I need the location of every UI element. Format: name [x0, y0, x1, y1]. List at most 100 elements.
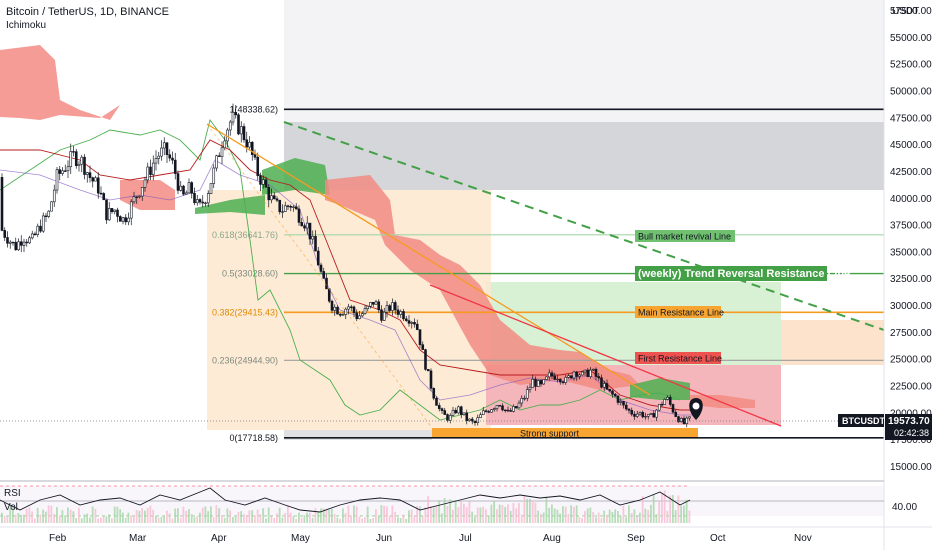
- volume-bar: [262, 508, 265, 523]
- volume-bar: [369, 518, 372, 523]
- price-tick-label: 40000.00: [890, 194, 932, 205]
- candle-body: [74, 151, 78, 166]
- volume-bar: [89, 517, 91, 523]
- volume-bar: [628, 505, 630, 523]
- volume-bar: [190, 514, 193, 523]
- volume-bar: [314, 508, 317, 523]
- volume-bar: [39, 514, 42, 523]
- candle-body: [616, 395, 620, 403]
- candle-body: [602, 383, 606, 388]
- volume-bar: [545, 496, 548, 523]
- volume-bar: [597, 512, 600, 523]
- volume-bar: [454, 499, 457, 523]
- candle-body: [377, 301, 381, 311]
- volume-bar: [14, 514, 17, 523]
- candle-body: [6, 237, 9, 244]
- candle-body: [668, 397, 672, 405]
- candle-body: [204, 202, 207, 204]
- candle-body: [652, 413, 656, 418]
- volume-bar: [559, 513, 562, 523]
- volume-bar: [507, 504, 509, 523]
- price-tick-label: 35000.00: [890, 247, 932, 258]
- candle-body: [646, 414, 650, 417]
- bull-market-label: Bull market revival Line: [638, 232, 731, 242]
- volume-bar: [375, 509, 377, 523]
- candle-body: [374, 301, 378, 305]
- candle-body: [261, 179, 265, 185]
- candle-body: [19, 241, 23, 246]
- candle-body: [366, 305, 370, 310]
- candle-body: [462, 412, 466, 415]
- candle-body: [487, 411, 491, 413]
- kumo-red-3: [325, 175, 560, 385]
- volume-bar: [452, 509, 454, 523]
- volume-bar: [523, 496, 526, 523]
- volume-bar: [372, 517, 375, 523]
- candle-body: [468, 418, 471, 421]
- volume-bar: [413, 515, 416, 523]
- volume-bar: [234, 516, 237, 523]
- volume-bar: [182, 506, 185, 523]
- candle-body: [476, 417, 480, 424]
- volume-bar: [3, 516, 6, 523]
- volume-bar: [479, 507, 482, 523]
- volume-bar: [575, 505, 578, 523]
- volume-bar: [157, 517, 160, 523]
- candle-body: [314, 236, 317, 252]
- support-zone-grey: [284, 430, 432, 440]
- volume-bar: [270, 516, 273, 523]
- volume-bar: [69, 509, 72, 523]
- volume-bar: [537, 510, 540, 523]
- volume-bar: [669, 495, 672, 523]
- candle-body: [245, 139, 249, 148]
- volume-bar: [512, 503, 515, 523]
- candle-body: [426, 369, 430, 372]
- candle-body: [33, 233, 37, 236]
- volume-bar: [97, 518, 100, 523]
- candle-body: [198, 199, 202, 203]
- candle-body: [501, 405, 504, 411]
- candle-body: [635, 413, 639, 417]
- volume-bar: [361, 518, 364, 523]
- volume-bar: [201, 507, 204, 523]
- candle-body: [272, 195, 276, 200]
- volume-bar: [468, 501, 471, 523]
- candle-body: [151, 162, 155, 175]
- orange-downtrend-line: [206, 123, 651, 396]
- volume-bar: [160, 516, 163, 523]
- time-axis[interactable]: Feb Mar Apr May Jun Jul Aug Sep Oct Nov: [0, 526, 932, 544]
- volume-bar: [276, 513, 278, 523]
- volume-bar: [141, 508, 144, 523]
- indicator-label[interactable]: Ichimoku: [6, 20, 47, 31]
- candle-body: [116, 209, 119, 217]
- volume-bar: [586, 508, 589, 523]
- price-tick-label: 42500.00: [890, 167, 932, 178]
- volume-bar: [166, 510, 168, 523]
- volume-bar: [350, 515, 353, 523]
- volume-bar: [116, 506, 119, 523]
- volume-bar: [608, 509, 611, 523]
- volume-bar: [273, 517, 276, 523]
- volume-bar: [603, 510, 606, 523]
- volume-bar: [658, 501, 661, 523]
- volume-bar: [240, 511, 243, 523]
- price-axis[interactable]: USDT 57500.00 55000.00 52500.00 50000.00 475…: [838, 0, 932, 550]
- volume-bar: [152, 509, 155, 523]
- current-price-text: 19573.70: [888, 416, 930, 427]
- rsi-label[interactable]: RSI: [4, 488, 21, 499]
- volume-bar: [377, 516, 380, 523]
- volume-bar: [47, 505, 50, 523]
- candle-body: [8, 241, 12, 244]
- volume-bar: [111, 518, 113, 523]
- volume-bar: [419, 506, 421, 523]
- volume-bar: [320, 508, 322, 523]
- candle-body: [149, 166, 152, 175]
- candle-body: [600, 377, 603, 388]
- volume-label[interactable]: Vol: [4, 502, 18, 513]
- candle-body: [289, 206, 293, 208]
- rsi-level-text: 40.00: [892, 502, 917, 513]
- candle-body: [437, 405, 441, 409]
- candle-body: [3, 230, 7, 238]
- volume-bar: [130, 515, 133, 523]
